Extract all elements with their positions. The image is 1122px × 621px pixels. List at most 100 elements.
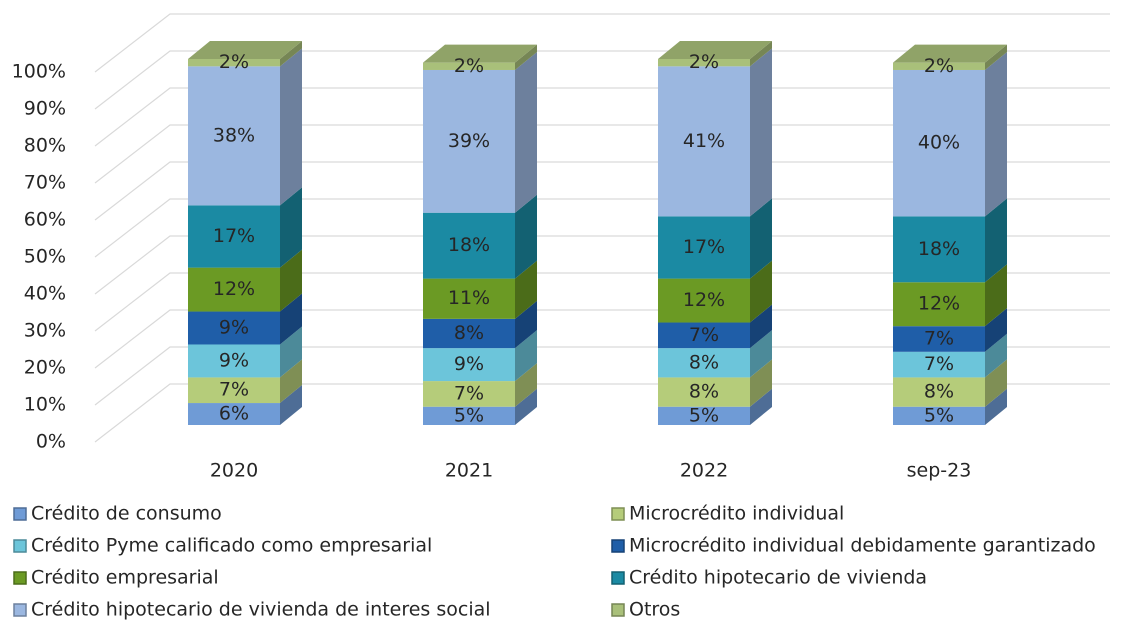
bar-segment [893,406,985,425]
data-label: 8% [454,322,484,344]
y-tick-label: 70% [24,172,66,194]
bar-side [280,41,302,67]
bar-side [750,260,772,323]
data-label: 8% [924,381,954,403]
x-tick-label: 2020 [210,460,258,482]
y-tick-label: 90% [24,98,66,120]
data-label: 8% [689,351,719,373]
bar-segment [423,318,515,349]
data-label: 18% [448,234,490,256]
data-label: 2% [454,55,484,77]
grid-line [94,13,1110,73]
data-label: 7% [219,379,249,401]
bar-segment [893,62,985,70]
legend-label: Crédito empresarial [31,567,219,589]
grid-line [94,235,1110,295]
bar-side [515,363,537,407]
bar-segment [658,406,750,425]
bar-segment [658,377,750,407]
bar-top [423,44,537,63]
bar-segment [188,59,280,67]
bar-segment [423,348,515,382]
bar-side [280,385,302,425]
y-tick-label: 30% [24,320,66,342]
bar-segment [893,216,985,283]
data-label: 7% [924,327,954,349]
bar-segment [188,344,280,378]
grid-line [94,50,1110,110]
bar-side [515,300,537,349]
bar-side [985,51,1007,217]
bar-side [750,359,772,407]
bar-segment [893,377,985,407]
data-label: 7% [924,353,954,375]
grid-line [94,346,1110,406]
legend-swatch [611,507,625,521]
bar-segment [658,348,750,378]
y-tick-label: 0% [36,431,66,453]
bar-side [985,359,1007,407]
grid-line [94,309,1110,369]
bar-segment [188,267,280,312]
data-label: 5% [924,404,954,426]
legend-label: Crédito Pyme calificado como empresarial [31,535,432,557]
bar-side [750,48,772,217]
bar-segment [658,278,750,323]
bar-segment [188,311,280,345]
grid-line [94,124,1110,184]
data-label: 11% [448,287,490,309]
bar-side [515,330,537,382]
bar-segment [423,62,515,70]
legend-swatch [13,603,27,617]
data-label: 2% [924,55,954,77]
bar-side [280,293,302,345]
bar-segment [423,406,515,425]
bar-side [280,187,302,268]
bar-top [188,41,302,59]
legend-label: Otros [629,599,680,621]
bar-side [985,388,1007,425]
legend-swatch [13,539,27,553]
bar-side [750,41,772,67]
bar-segment [188,205,280,268]
bar-side [985,308,1007,352]
y-tick-label: 20% [24,357,66,379]
bar-segment [893,326,985,352]
y-tick-label: 60% [24,209,66,231]
x-tick-label: sep-23 [907,460,972,482]
bar-side [515,260,537,319]
bar-top [893,44,1007,63]
data-label: 41% [683,130,725,152]
y-tick-label: 80% [24,135,66,157]
bar-segment [893,69,985,217]
y-tick-label: 100% [12,61,66,83]
data-label: 40% [918,132,960,154]
legend-swatch [611,571,625,585]
bar-side [515,194,537,279]
bar-segment [658,322,750,349]
grid-line [94,272,1110,332]
grid-line [94,87,1110,147]
legend-swatch [611,539,625,553]
bar-segment [658,66,750,217]
data-label: 9% [454,353,484,375]
data-label: 12% [683,289,725,311]
y-tick-label: 10% [24,394,66,416]
legend-label: Crédito hipotecario de vivienda [629,567,927,589]
bar-side [985,44,1007,70]
bar-side [985,264,1007,327]
data-label: 39% [448,130,490,152]
data-label: 5% [689,404,719,426]
y-tick-label: 50% [24,246,66,268]
y-tick-label: 40% [24,283,66,305]
bar-segment [423,212,515,279]
legend-swatch [13,507,27,521]
bar-side [750,330,772,378]
bar-segment [423,278,515,319]
data-label: 2% [689,51,719,73]
bar-side [515,388,537,425]
bar-segment [423,381,515,407]
grid-line [94,383,1110,443]
legend-label: Crédito de consumo [31,503,222,525]
